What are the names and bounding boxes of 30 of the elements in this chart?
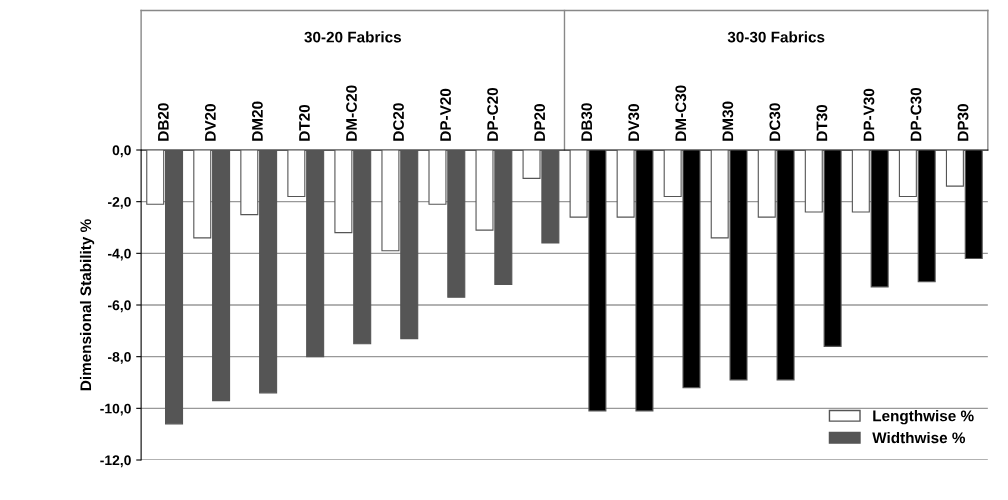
x-tick-label: DV30 (628, 104, 640, 141)
y-tick-label: -2,0 (108, 197, 131, 209)
x-tick-label: DP-C20 (487, 87, 499, 141)
y-tick-label: -4,0 (108, 248, 131, 261)
x-tick-label: DP20 (534, 104, 546, 141)
y-tick-label: 0,0 (112, 145, 131, 158)
x-tick-label: DP30 (957, 104, 969, 141)
x-tick-label: DM-C20 (346, 85, 357, 141)
x-tick-label: DC20 (393, 103, 404, 141)
x-tick-label: DV20 (204, 104, 216, 141)
x-tick-label: DT30 (816, 104, 828, 141)
y-tick-label: -12,0 (100, 455, 131, 468)
x-tick-label: DB20 (157, 103, 169, 141)
x-tick-label: DP-V30 (863, 88, 875, 141)
x-tick-label: DP-V20 (440, 88, 451, 141)
x-tick-label: DP-C30 (910, 87, 922, 141)
y-axis-title: Dimensional Stability % (79, 219, 95, 391)
x-tick-label: DM20 (252, 101, 263, 141)
x-tick-label: DC30 (769, 103, 781, 141)
y-tick-label: -10,0 (100, 403, 131, 416)
text: 30-20 Fabrics (304, 31, 402, 43)
y-tick-label: -6,0 (108, 300, 131, 313)
x-tick-label: DB30 (581, 103, 593, 141)
legend-label: Widthwise % (872, 432, 966, 444)
y-tick-label: -8,0 (108, 352, 131, 364)
x-tick-label: DT20 (299, 104, 310, 141)
legend-label: Lengthwise % (873, 410, 974, 425)
text: 30-30 Fabrics (727, 31, 825, 43)
x-tick-label: DM-C30 (675, 85, 687, 141)
x-tick-label: DM30 (722, 101, 734, 141)
